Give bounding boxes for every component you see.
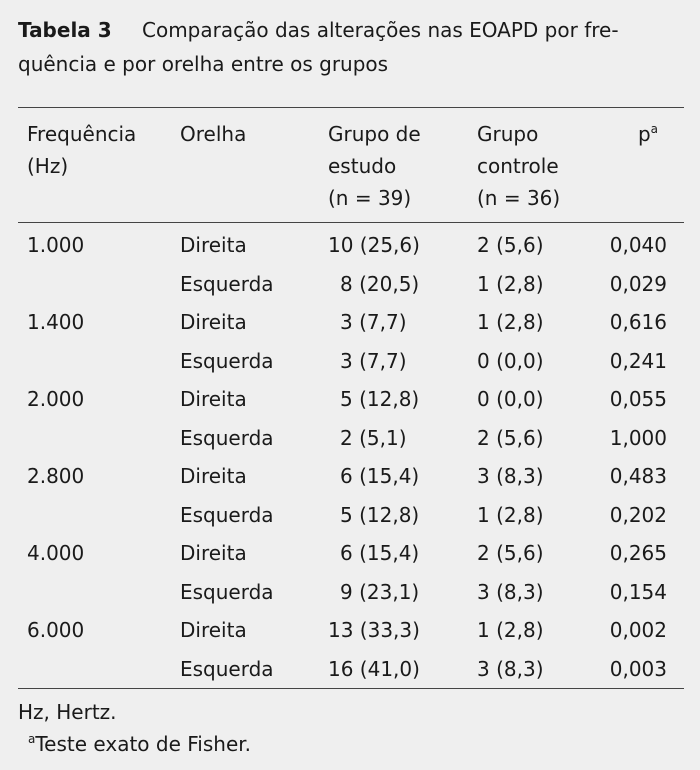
- study-cell: 5 (12,8): [340, 387, 420, 411]
- header-cell: (n = 36): [477, 186, 561, 210]
- control-cell: 1 (2,8): [477, 271, 544, 296]
- p-cell: 0,003: [609, 656, 667, 681]
- footnote: aTeste exato de Fisher.: [28, 732, 251, 756]
- header-cell: estudo: [328, 154, 397, 178]
- title-line: Comparação das alterações nas EOAPD por …: [142, 18, 619, 42]
- p-cell: 1,000: [609, 425, 667, 450]
- frequency-cell: 2.000: [27, 387, 85, 411]
- p-cell: 0,202: [609, 502, 667, 527]
- table-label: Tabela 3: [18, 18, 112, 42]
- ear-cell: Direita: [180, 541, 247, 565]
- ear-cell: Direita: [180, 618, 247, 642]
- control-cell: 3 (8,3): [477, 464, 544, 488]
- study-cell: 6 (15,4): [340, 541, 420, 565]
- header-cell: Frequência: [27, 122, 137, 146]
- ear-cell: Esquerda: [180, 348, 274, 373]
- p-cell: 0,241: [609, 348, 667, 373]
- header-cell: (Hz): [27, 154, 69, 178]
- ear-cell: Esquerda: [180, 425, 274, 450]
- p-cell: 0,154: [609, 579, 667, 604]
- study-cell: 16 (41,0): [328, 656, 420, 681]
- control-cell: 2 (5,6): [477, 425, 544, 450]
- ear-cell: Esquerda: [180, 579, 274, 604]
- ear-cell: Esquerda: [180, 502, 274, 527]
- header-cell: Grupo de: [328, 122, 421, 146]
- control-cell: 0 (0,0): [477, 387, 544, 411]
- bottom-rule: [18, 688, 684, 689]
- ear-cell: Direita: [180, 387, 247, 411]
- study-cell: 6 (15,4): [340, 464, 420, 488]
- study-cell: 2 (5,1): [340, 425, 407, 450]
- header-text: p: [637, 122, 651, 146]
- study-cell: 8 (20,5): [340, 271, 420, 296]
- study-cell: 13 (33,3): [328, 618, 420, 642]
- control-cell: 3 (8,3): [477, 579, 544, 604]
- study-cell: 5 (12,8): [340, 502, 420, 527]
- p-cell: 0,055: [609, 387, 667, 411]
- study-cell: 9 (23,1): [340, 579, 420, 604]
- p-cell: 0,265: [609, 541, 667, 565]
- control-cell: 0 (0,0): [477, 348, 544, 373]
- header-cell: controle: [477, 154, 559, 178]
- p-cell: 0,483: [609, 464, 667, 488]
- ear-cell: Esquerda: [180, 271, 274, 296]
- frequency-cell: 2.800: [27, 464, 85, 488]
- p-cell: 0,040: [609, 233, 667, 257]
- header-cell: pa: [638, 122, 658, 146]
- footnote-marker: a: [28, 732, 36, 746]
- header-rule: [18, 222, 684, 223]
- control-cell: 1 (2,8): [477, 310, 544, 334]
- frequency-cell: 1.000: [27, 233, 85, 257]
- title-line: quência e por orelha entre os grupos: [18, 52, 389, 76]
- study-cell: 3 (7,7): [340, 310, 407, 334]
- p-cell: 0,002: [609, 618, 667, 642]
- control-cell: 2 (5,6): [477, 541, 544, 565]
- header-cell: Orelha: [180, 122, 247, 146]
- header-cell: (n = 39): [328, 186, 412, 210]
- footnote-abbreviation: Hz, Hertz.: [18, 700, 117, 724]
- ear-cell: Esquerda: [180, 656, 274, 681]
- p-cell: 0,616: [609, 310, 667, 334]
- study-cell: 3 (7,7): [340, 348, 407, 373]
- control-cell: 3 (8,3): [477, 656, 544, 681]
- frequency-cell: 1.400: [27, 310, 85, 334]
- top-rule: [18, 107, 684, 108]
- control-cell: 2 (5,6): [477, 233, 544, 257]
- frequency-cell: 6.000: [27, 618, 85, 642]
- control-cell: 1 (2,8): [477, 618, 544, 642]
- ear-cell: Direita: [180, 310, 247, 334]
- study-cell: 10 (25,6): [328, 233, 420, 257]
- ear-cell: Direita: [180, 464, 247, 488]
- ear-cell: Direita: [180, 233, 247, 257]
- header-cell: Grupo: [477, 122, 539, 146]
- p-cell: 0,029: [609, 271, 667, 296]
- frequency-cell: 4.000: [27, 541, 85, 565]
- header-superscript: a: [650, 122, 658, 136]
- footnote-text: Teste exato de Fisher.: [35, 732, 251, 756]
- control-cell: 1 (2,8): [477, 502, 544, 527]
